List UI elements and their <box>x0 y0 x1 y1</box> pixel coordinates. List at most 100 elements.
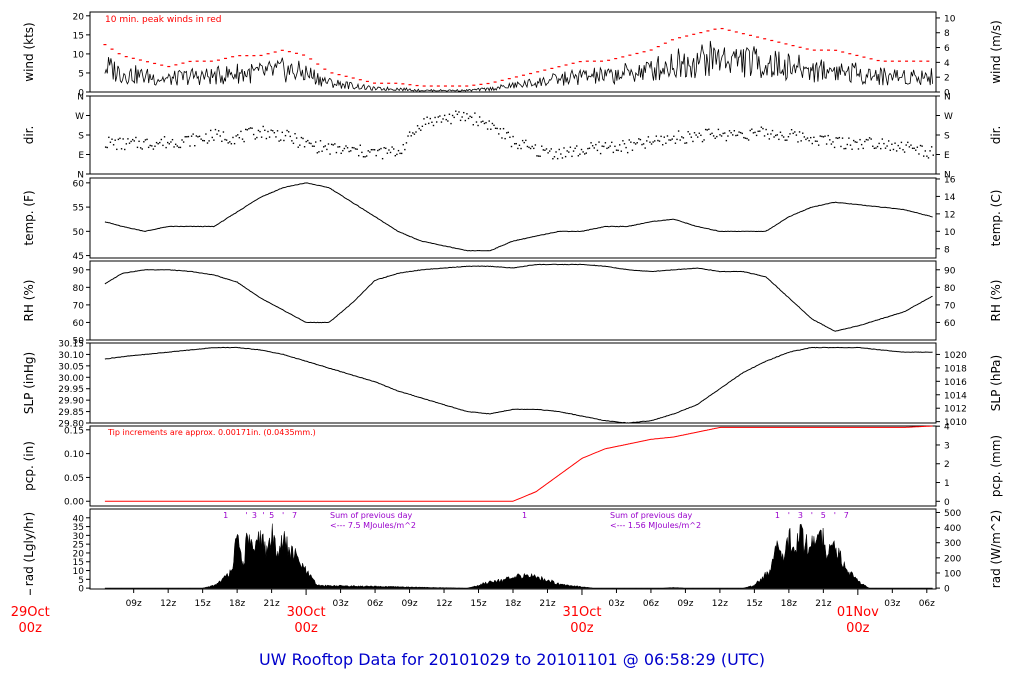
direction-point <box>315 141 317 143</box>
direction-point <box>195 135 198 137</box>
direction-point <box>509 136 511 138</box>
wind-peak-mark <box>756 36 760 38</box>
direction-point <box>108 136 110 139</box>
direction-point <box>200 138 202 140</box>
humidity-left-tick-label: 60 <box>73 319 85 329</box>
direction-point <box>732 134 734 136</box>
direction-point <box>880 147 882 150</box>
wind-peak-mark <box>521 74 525 76</box>
direction-point <box>668 139 670 141</box>
direction-point <box>264 129 266 132</box>
wind-peak-mark <box>138 59 142 61</box>
wind-peak-mark <box>685 35 689 37</box>
direction-point <box>827 134 829 137</box>
direction-point <box>162 144 164 147</box>
direction-point <box>456 113 459 116</box>
direction-point <box>151 145 153 147</box>
direction-point <box>725 139 728 142</box>
direction-point <box>825 143 828 145</box>
direction-point <box>402 143 404 146</box>
direction-point <box>800 140 802 142</box>
humidity-line <box>104 263 933 332</box>
direction-point <box>136 146 139 149</box>
wind-peak-mark <box>188 60 192 63</box>
wind-peak-mark <box>678 37 682 39</box>
direction-point <box>117 138 120 141</box>
humidity-ylabel: RH (%) <box>22 280 36 322</box>
wind-right-tick-label: 0 <box>944 89 950 99</box>
direction-point <box>566 150 568 152</box>
direction-right-tick-label: N <box>944 93 951 103</box>
direction-point <box>410 135 412 137</box>
pressure-left-tick-label: 30.00 <box>58 374 84 384</box>
direction-point <box>214 128 217 131</box>
direction-point <box>561 157 564 159</box>
wind-peak-mark <box>373 82 377 84</box>
direction-point <box>638 138 640 140</box>
direction-point <box>260 136 263 138</box>
wind-peak-mark <box>422 85 426 87</box>
direction-point <box>225 139 228 141</box>
hour-tick-label: 18z <box>505 599 521 609</box>
temperature-right-tick-label: 10 <box>944 228 956 238</box>
wind-peak-mark <box>692 33 696 35</box>
direction-point <box>717 128 720 131</box>
precipitation-right-tick-label: 0 <box>944 498 950 508</box>
direction-point <box>708 128 710 130</box>
direction-point <box>923 155 925 157</box>
direction-point <box>673 135 675 138</box>
direction-point <box>595 143 597 146</box>
wind-peak-mark <box>550 67 554 70</box>
direction-point <box>568 151 570 153</box>
direction-point <box>147 146 150 149</box>
direction-point <box>334 143 336 145</box>
hour-tick-label: 03z <box>332 599 348 609</box>
direction-point <box>251 127 253 129</box>
direction-point <box>582 151 584 153</box>
direction-point <box>924 150 926 152</box>
direction-point <box>248 127 250 130</box>
wind-peak-mark <box>216 59 220 61</box>
direction-point <box>845 147 847 150</box>
direction-point <box>523 141 525 144</box>
radiation-hour-marker: ' <box>834 511 836 520</box>
direction-point <box>434 116 436 119</box>
direction-point <box>902 149 904 151</box>
direction-point <box>907 141 909 144</box>
direction-point <box>424 123 427 125</box>
direction-point <box>891 143 893 145</box>
direction-point <box>224 138 226 141</box>
date-tick-hour: 00z <box>294 621 318 636</box>
direction-point <box>663 136 665 138</box>
wind-speed-line <box>104 40 933 92</box>
wind-peak-mark <box>358 79 362 81</box>
direction-point <box>170 141 172 143</box>
wind-peak-mark <box>897 60 901 62</box>
direction-point <box>345 145 347 147</box>
direction-point <box>887 140 890 142</box>
wind-peak-mark <box>500 79 504 81</box>
wind-peak-mark <box>514 76 518 78</box>
humidity-left-tick-label: 90 <box>73 266 85 276</box>
wind-peak-mark <box>706 30 710 32</box>
pressure-right-tick-label: 1014 <box>944 391 967 401</box>
direction-point <box>337 146 339 148</box>
direction-point <box>534 144 537 146</box>
direction-point <box>501 137 503 139</box>
direction-point <box>429 117 432 120</box>
direction-point <box>493 124 495 127</box>
direction-point <box>711 132 713 135</box>
wind-peak-mark <box>401 83 405 85</box>
radiation-hour-marker: ' <box>245 511 247 520</box>
direction-point <box>299 144 301 146</box>
direction-point <box>736 134 739 136</box>
direction-point <box>418 127 420 130</box>
direction-point <box>265 137 268 140</box>
radiation-sum-label-1: Sum of previous day <box>330 511 412 520</box>
direction-point <box>112 144 115 146</box>
direction-point <box>622 140 624 142</box>
direction-point <box>771 129 774 132</box>
radiation-hour-marker: ' <box>788 511 790 520</box>
direction-point <box>690 136 693 138</box>
pressure-ylabel-right: SLP (hPa) <box>989 355 1003 411</box>
